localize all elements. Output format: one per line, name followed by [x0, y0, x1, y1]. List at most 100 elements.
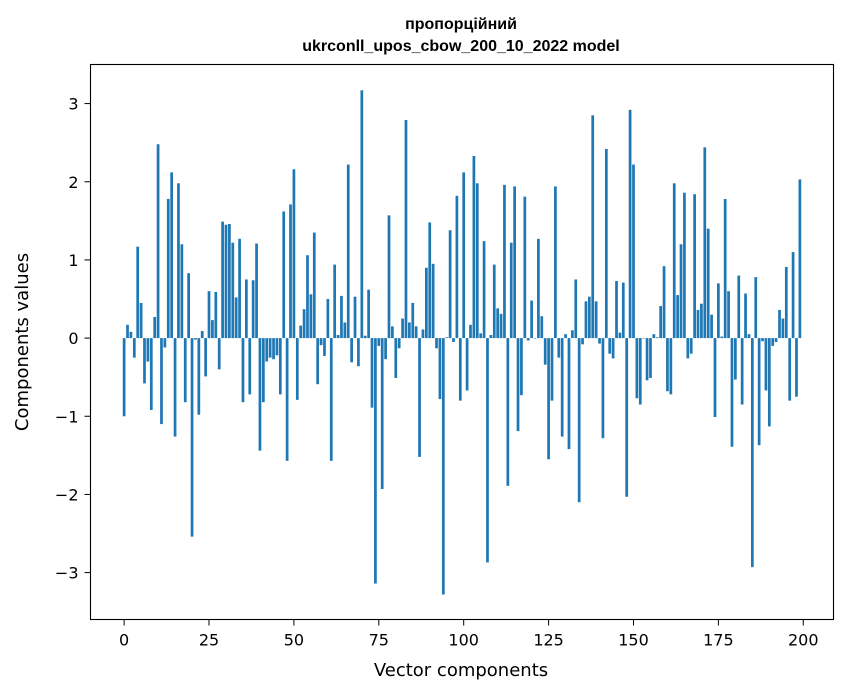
bar	[621, 282, 625, 339]
bar	[496, 308, 500, 339]
bar	[363, 335, 367, 339]
bar	[329, 338, 333, 461]
bar	[187, 273, 190, 339]
bar	[265, 338, 269, 362]
bar	[153, 316, 157, 339]
bar	[295, 338, 299, 400]
bar	[194, 338, 197, 340]
bar	[537, 238, 540, 339]
bar	[611, 338, 615, 359]
bar	[448, 230, 452, 339]
bar	[717, 283, 720, 339]
bar	[696, 309, 700, 339]
bar	[380, 338, 384, 489]
bar	[761, 338, 764, 342]
bar	[241, 338, 245, 403]
bar	[686, 338, 690, 359]
bar	[197, 338, 201, 415]
bar	[180, 244, 184, 339]
bar	[700, 303, 703, 339]
bar	[333, 264, 337, 339]
x-axis-label: Vector components	[374, 660, 548, 681]
bar	[411, 302, 415, 339]
bar	[465, 338, 469, 391]
x-tick-label: 125	[533, 631, 564, 650]
bar	[754, 277, 758, 339]
bar	[190, 338, 194, 537]
bar	[268, 338, 272, 358]
bar	[659, 306, 663, 339]
bar	[234, 297, 238, 339]
bar	[723, 198, 727, 339]
bar	[489, 334, 493, 339]
bar	[424, 267, 428, 339]
bar	[594, 301, 598, 339]
bar	[452, 338, 455, 342]
bar	[160, 338, 163, 425]
bar	[472, 155, 476, 339]
bar	[149, 338, 153, 411]
bar	[384, 338, 387, 360]
bar	[520, 338, 523, 396]
bar	[221, 221, 224, 339]
bar	[554, 186, 557, 339]
bar	[391, 326, 394, 339]
bar	[377, 338, 381, 346]
bar	[469, 324, 472, 339]
bar	[404, 120, 408, 339]
bar	[299, 325, 303, 339]
bar	[547, 338, 550, 460]
bar	[306, 255, 309, 339]
bar	[346, 164, 350, 339]
bar	[139, 302, 143, 339]
bar	[357, 338, 360, 367]
bar	[713, 338, 717, 418]
bar	[587, 296, 591, 339]
bar	[689, 338, 693, 354]
bar	[737, 275, 741, 339]
bar	[245, 279, 248, 339]
bar	[258, 338, 262, 451]
bar	[567, 338, 571, 450]
bar	[292, 169, 296, 339]
x-tick-label: 175	[703, 631, 734, 650]
bar	[676, 295, 679, 339]
bar	[136, 246, 140, 339]
bar	[615, 281, 618, 339]
bar	[285, 338, 289, 461]
bar	[326, 299, 330, 339]
bar	[217, 338, 221, 370]
bar	[540, 316, 544, 339]
bar	[672, 183, 676, 339]
chart-subtitle: ukrconll_upos_cbow_200_10_2022 model	[302, 38, 619, 55]
bar	[679, 244, 683, 339]
bar	[666, 338, 669, 392]
bar	[163, 338, 167, 348]
x-tick-label: 150	[618, 631, 649, 650]
bar	[156, 144, 160, 339]
bar	[604, 148, 608, 339]
bar	[435, 338, 438, 349]
y-tick-label: −2	[55, 485, 79, 504]
bar	[577, 338, 581, 503]
bar	[132, 338, 136, 358]
bar	[289, 204, 292, 339]
bar	[445, 337, 449, 339]
bar	[482, 241, 486, 339]
bar	[669, 338, 673, 395]
x-tick-label: 25	[199, 631, 219, 650]
bar	[207, 291, 211, 339]
bar	[574, 279, 578, 339]
bar	[747, 334, 751, 339]
bar	[767, 338, 771, 427]
bar	[564, 334, 567, 339]
bar	[750, 338, 754, 568]
bar	[543, 338, 547, 365]
bar	[784, 266, 788, 339]
bar	[645, 338, 649, 381]
bar	[628, 109, 632, 339]
bar	[387, 215, 391, 339]
bar	[506, 338, 510, 486]
bar	[170, 172, 174, 339]
bar	[740, 338, 744, 405]
